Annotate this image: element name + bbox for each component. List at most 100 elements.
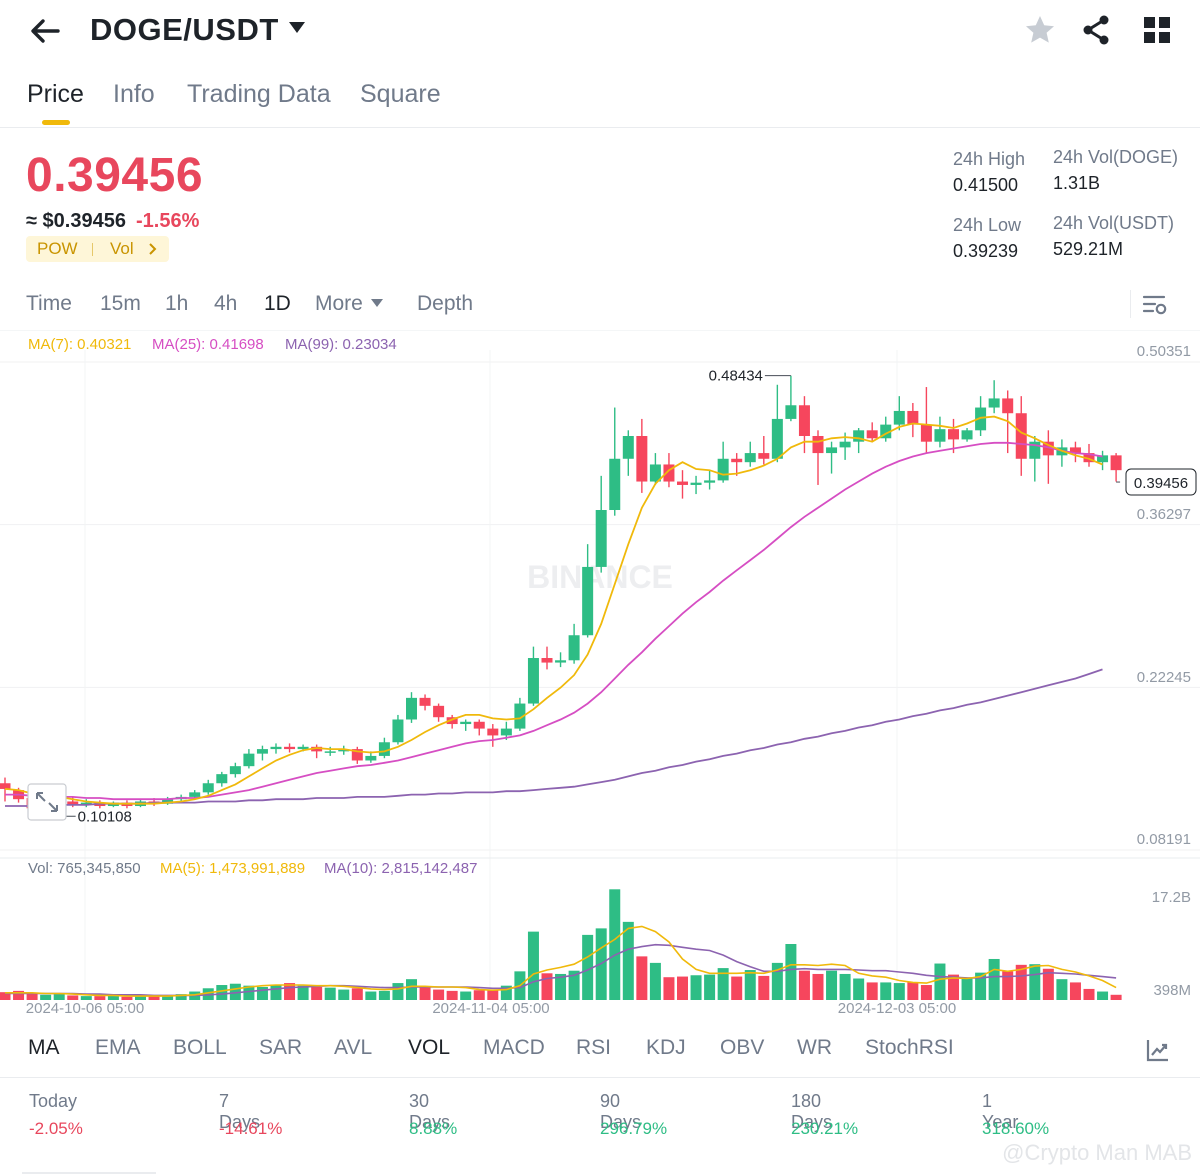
chart-settings-icon[interactable]	[1142, 292, 1168, 318]
tab-square[interactable]: Square	[360, 80, 441, 108]
home-indicator	[22, 1172, 156, 1174]
perf-label-90d: 90 Days	[600, 1091, 642, 1132]
candle-body	[392, 719, 404, 743]
volume-bar	[148, 996, 160, 1000]
volume-bar	[229, 983, 241, 1000]
perf-value-1y: 318.60%	[982, 1119, 1050, 1138]
candle-body	[1110, 455, 1122, 471]
volume-bar	[582, 934, 594, 1000]
candle-body	[297, 746, 309, 750]
coin-tags[interactable]: POW Vol	[26, 236, 169, 262]
vol-ma10-legend: MA(10): 2,815,142,487	[324, 860, 477, 877]
current-price-box	[1125, 468, 1197, 496]
interval-4h[interactable]: 4h	[214, 292, 238, 315]
candle-body	[920, 424, 932, 442]
candle-body	[1083, 453, 1095, 463]
candle-body	[1097, 455, 1109, 463]
chevron-right-icon[interactable]	[148, 243, 158, 255]
grid-icon[interactable]	[1142, 15, 1172, 45]
pair-selector[interactable]: DOGE/USDT	[90, 12, 279, 47]
perf-label-30d: 30 Days	[409, 1091, 451, 1132]
volume-bar	[351, 988, 363, 1000]
candle-body	[771, 418, 783, 459]
candle-body	[500, 728, 512, 736]
volume-bar	[162, 995, 174, 1000]
indicator-kdj[interactable]: KDJ	[646, 1036, 686, 1059]
interval-selector: Time 15m 1h 4h 1D More Depth	[0, 290, 1200, 320]
indicator-sar[interactable]: SAR	[259, 1036, 303, 1059]
interval-more[interactable]: More	[315, 292, 363, 315]
candle-body	[487, 728, 499, 736]
indicator-stochrsi[interactable]: StochRSI	[865, 1036, 954, 1059]
volume-bar	[1110, 994, 1122, 1000]
volume-bar	[758, 975, 770, 1000]
interval-15m[interactable]: 15m	[100, 292, 141, 315]
volume-bar	[785, 944, 797, 1000]
fullscreen-button	[27, 783, 67, 821]
candle-body	[324, 751, 336, 753]
interval-depth[interactable]: Depth	[417, 292, 474, 315]
indicator-bar: MA EMA BOLL SAR AVL VOL MACD RSI KDJ OBV…	[0, 1034, 1200, 1068]
candle-body	[189, 792, 201, 797]
volume-bar	[473, 990, 485, 1000]
vol-quote-value: 529.21M	[1053, 239, 1124, 259]
high-label: 24h High	[953, 149, 1026, 169]
candle-body	[704, 480, 716, 483]
volume-bar	[1029, 964, 1041, 1000]
volume-bar	[338, 989, 350, 1000]
tag-vol[interactable]: Vol	[110, 239, 134, 258]
volume-bar	[270, 985, 282, 1000]
volume-bar	[26, 993, 38, 1000]
indicator-macd[interactable]: MACD	[483, 1036, 545, 1059]
candle-body	[67, 801, 79, 805]
volume-bar	[948, 974, 959, 1000]
volume-bar	[731, 976, 743, 1000]
candle-body	[717, 458, 729, 481]
volume-bar	[663, 977, 675, 1000]
volume-bar	[649, 962, 661, 1000]
candle-body	[744, 453, 756, 463]
interval-1d[interactable]: 1D	[264, 292, 291, 315]
back-arrow-icon[interactable]	[28, 14, 62, 48]
candle-body	[0, 783, 11, 789]
tag-pow[interactable]: POW	[37, 239, 78, 258]
indicator-rsi[interactable]: RSI	[576, 1036, 612, 1059]
candle-body	[378, 742, 390, 756]
indicator-obv[interactable]: OBV	[720, 1036, 765, 1059]
low-marker-label: 0.10108	[78, 808, 132, 825]
candle-body	[839, 441, 851, 448]
indicator-wr[interactable]: WR	[797, 1036, 832, 1059]
high-value: 0.41500	[953, 175, 1019, 195]
interval-1h[interactable]: 1h	[165, 292, 189, 315]
interval-time[interactable]: Time	[26, 292, 72, 315]
volume-bar	[1042, 968, 1054, 1000]
volume-bar	[826, 970, 838, 1000]
tab-info[interactable]: Info	[113, 80, 155, 108]
volume-bar	[53, 994, 65, 1000]
tab-price[interactable]: Price	[27, 80, 84, 108]
share-icon[interactable]	[1080, 14, 1112, 46]
header-bar: DOGE/USDT	[0, 0, 1200, 62]
volume-bar	[555, 973, 567, 1000]
indicator-settings-icon[interactable]	[1146, 1038, 1170, 1062]
candle-body	[758, 453, 770, 459]
volume-bar	[920, 985, 932, 1000]
candlestick-chart[interactable]: BINANCE0.503510.362970.222450.08191MA(7)…	[0, 330, 1200, 1020]
indicator-boll[interactable]: BOLL	[173, 1036, 227, 1059]
tab-trading-data[interactable]: Trading Data	[187, 80, 331, 108]
candle-body	[677, 481, 688, 485]
caret-down-icon[interactable]	[288, 20, 306, 36]
star-icon[interactable]	[1024, 14, 1056, 46]
candle-body	[460, 721, 472, 725]
volume-bar	[406, 979, 417, 1000]
indicator-ma[interactable]: MA	[28, 1036, 60, 1059]
caret-down-icon[interactable]	[371, 299, 383, 308]
volume-bar	[433, 989, 445, 1000]
indicator-ema[interactable]: EMA	[95, 1036, 141, 1059]
candle-body	[351, 749, 363, 761]
indicator-vol[interactable]: VOL	[408, 1036, 451, 1059]
volume-bar	[812, 973, 824, 1000]
candle-body	[80, 802, 92, 805]
volume-bar	[256, 986, 268, 1000]
indicator-avl[interactable]: AVL	[334, 1036, 373, 1059]
